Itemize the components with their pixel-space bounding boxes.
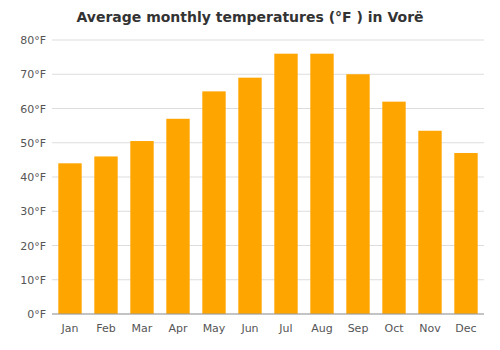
bar <box>166 119 189 314</box>
x-tick-label: Jul <box>278 322 292 335</box>
grid-line <box>52 74 484 75</box>
grid <box>52 40 484 314</box>
chart: Average monthly temperatures (°F ) in Vo… <box>0 0 500 350</box>
title: Average monthly temperatures (°F ) in Vo… <box>76 9 423 25</box>
y-tick-label: 60°F <box>20 103 46 116</box>
bar <box>238 78 261 314</box>
x-tick-label: Jan <box>61 322 79 335</box>
y-tick-label: 30°F <box>20 205 46 218</box>
y-tick-label: 50°F <box>20 137 46 150</box>
x-tick-label: Nov <box>419 322 441 335</box>
x-tick-label: Sep <box>348 322 369 335</box>
page: {"chart_data": {"type": "bar", "title": … <box>0 0 500 350</box>
grid-line <box>52 40 484 41</box>
chart-container: Average monthly temperatures (°F ) in Vo… <box>0 0 500 350</box>
bar <box>202 91 225 314</box>
x-axis-line <box>52 314 484 315</box>
bar <box>310 54 333 314</box>
bars <box>58 54 477 314</box>
x-tick-label: Apr <box>168 322 188 335</box>
grid-line <box>52 314 484 315</box>
y-tick-label: 40°F <box>20 171 46 184</box>
bar <box>274 54 297 314</box>
x-tick-label: Dec <box>455 322 476 335</box>
x-tick-label: May <box>203 322 226 335</box>
x-axis: Jan Feb Mar Apr May Jun Jul Aug Sep Oct Nov Dec <box>52 314 484 335</box>
bar <box>94 156 117 314</box>
y-tick-label: 70°F <box>20 68 46 81</box>
bar <box>130 141 153 314</box>
x-tick-label: Feb <box>96 322 115 335</box>
grid-line <box>52 108 484 109</box>
bar <box>454 153 477 314</box>
y-tick-label: 0°F <box>27 308 46 321</box>
bar <box>346 74 369 314</box>
x-tick-label: Oct <box>384 322 404 335</box>
y-tick-label: 20°F <box>20 240 46 253</box>
y-tick-label: 10°F <box>20 274 46 287</box>
y-tick-label: 80°F <box>20 34 46 47</box>
bar <box>382 102 405 314</box>
bar <box>418 131 441 314</box>
y-axis: 0°F 10°F 20°F 30°F 40°F 50°F 60°F 70°F 80°F <box>20 34 46 321</box>
bar <box>58 163 81 314</box>
x-tick-label: Jun <box>240 322 258 335</box>
x-tick-label: Mar <box>132 322 153 335</box>
x-tick-label: Aug <box>311 322 332 335</box>
